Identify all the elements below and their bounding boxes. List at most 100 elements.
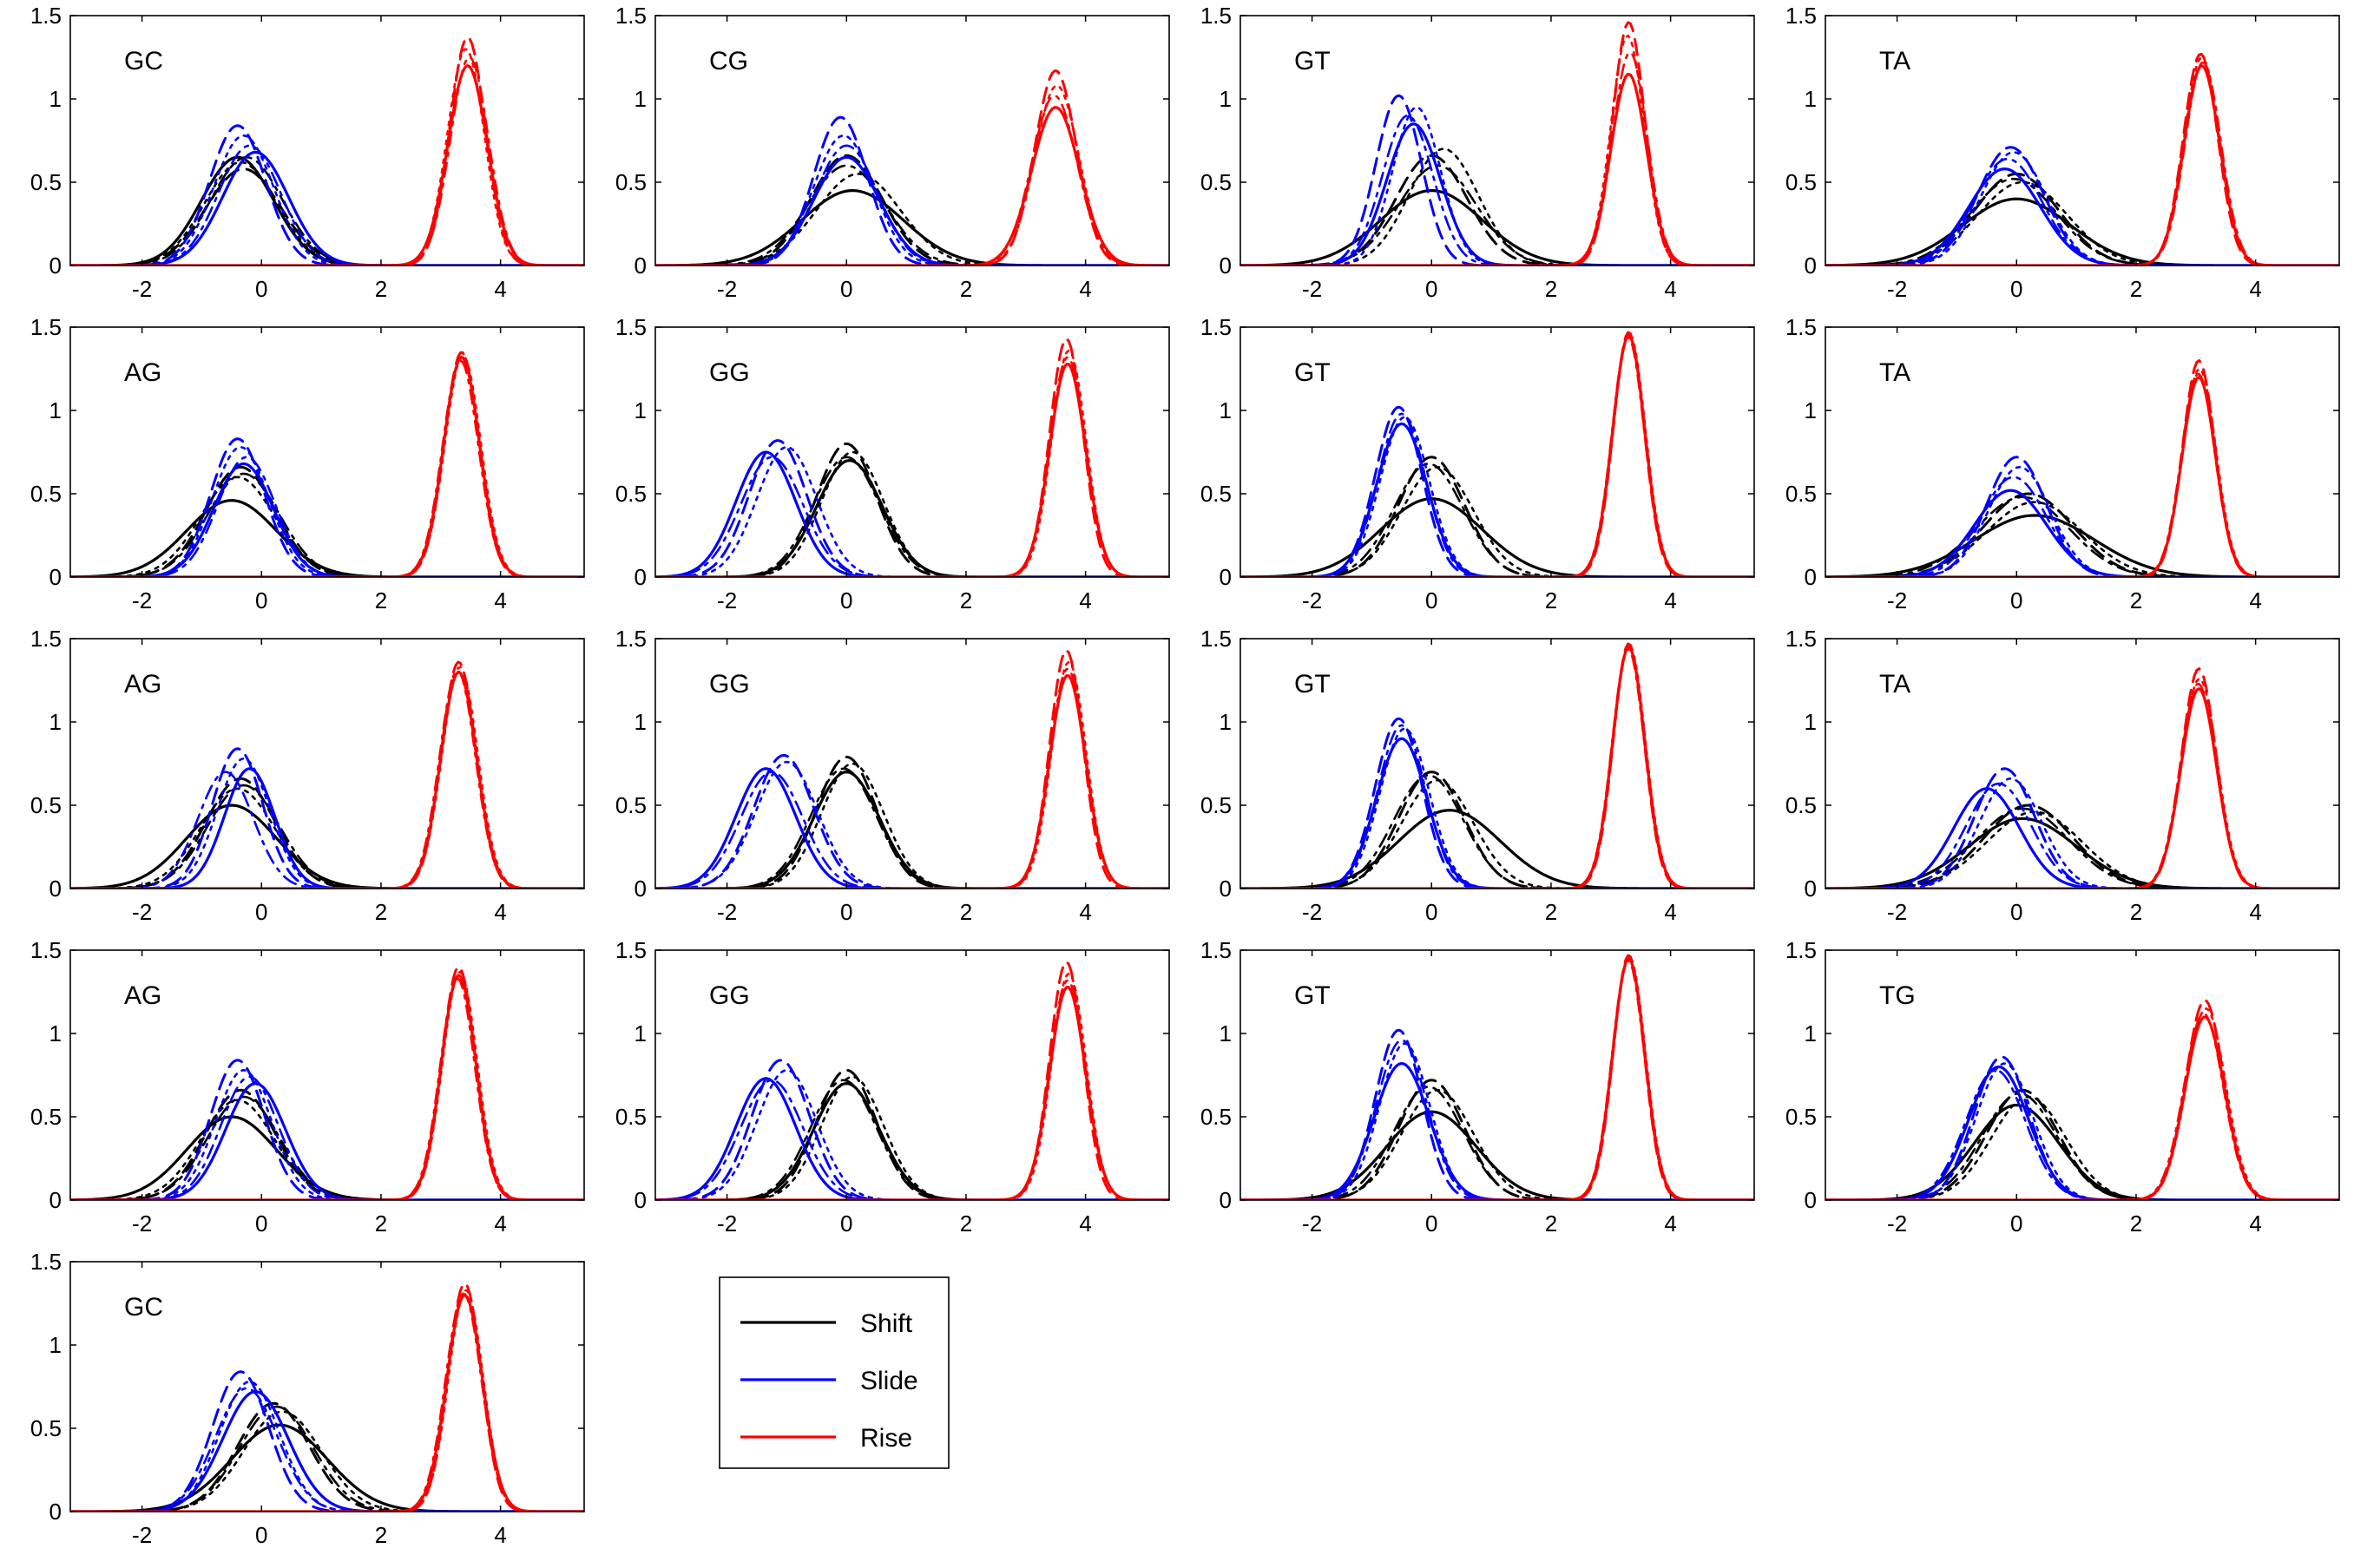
slide-curve-4 [1240,115,1754,266]
slide-curve-1 [1825,787,2339,889]
slide-curve-2 [1240,405,1754,577]
legend: Shift Slide Rise [719,1276,950,1469]
x-tick-label: 0 [840,899,852,925]
y-tick-label: 1.5 [1785,626,1817,652]
shift-curve-2 [1825,804,2339,889]
subplot-17: -2 0 2 4 0 0.5 1 1.5 GC [30,1249,585,1548]
legend-label-shift: Shift [860,1309,913,1338]
slide-curve-1 [70,150,584,266]
x-tick-label: 4 [1079,899,1091,925]
y-tick-label: 1 [1220,86,1232,112]
shift-curve-4 [70,155,584,266]
x-tick-label: 0 [840,587,852,613]
x-tick-label: 2 [375,899,387,925]
slide-curve-2 [70,437,584,577]
rise-curve-4 [1825,682,2339,889]
subplot-3: -2 0 2 4 0 0.5 1 1.5 GT [1200,3,1755,302]
shift-curve-3 [1240,148,1754,266]
slide-curve-4 [655,1079,1169,1200]
x-tick-label: -2 [132,899,152,925]
y-tick-label: 1.5 [30,626,62,652]
shift-curve-2 [70,167,584,266]
subplot-9: -2 0 2 4 0 0.5 1 1.5 AG [30,626,585,925]
rise-curve-3 [655,84,1169,266]
x-tick-label: -2 [1302,899,1322,925]
x-tick-label: 4 [1079,587,1091,613]
x-tick-label: 4 [494,1522,506,1548]
rise-curve-3 [1825,677,2339,889]
subplot-12: -2 0 2 4 0 0.5 1 1.5 TA [1785,626,2340,925]
x-tick-label: -2 [1887,1210,1907,1237]
x-tick-label: 2 [375,276,387,302]
rise-curve-1 [655,674,1169,889]
axes-box [69,949,585,1201]
shift-curve-1 [70,1423,584,1512]
x-tick-label: 2 [1545,1210,1557,1237]
y-tick-label: 1.5 [30,3,62,29]
x-tick-label: 2 [1545,587,1557,613]
subplot-title: GT [1294,358,1331,387]
slide-curve-4 [1240,724,1754,889]
rise-curve-2 [70,660,584,889]
axes-box [654,949,1170,1201]
y-tick-label: 1 [1220,397,1232,423]
y-tick-label: 0.5 [30,481,62,507]
x-tick-label: 0 [255,276,267,302]
slide-curve-2 [655,1059,1169,1200]
axes-box [69,1261,585,1512]
rise-curve-1 [1240,72,1754,266]
y-tick-label: 0.5 [30,169,62,195]
x-tick-label: 2 [375,1210,387,1237]
shift-curve-2 [1240,1079,1754,1200]
y-tick-label: 0.5 [1200,1104,1232,1130]
y-tick-label: 1 [635,709,647,735]
y-tick-label: 0 [49,1187,62,1213]
slide-curve-1 [70,1082,584,1200]
y-tick-label: 1.5 [1785,937,1817,963]
subplot-title: CG [709,47,748,75]
y-tick-label: 0 [635,564,647,590]
y-tick-label: 1 [49,1332,62,1358]
y-tick-label: 1.5 [615,3,647,29]
y-tick-label: 1.5 [1785,314,1817,340]
x-tick-label: 4 [2249,899,2261,925]
rise-curve-1 [655,363,1169,577]
shift-curve-1 [70,804,584,889]
rise-curve-4 [1240,959,1754,1200]
y-tick-label: 0.5 [1785,1104,1817,1130]
y-tick-label: 0.5 [1785,481,1817,507]
axes-box [1239,326,1755,578]
slide-curve-2 [1240,94,1754,266]
slide-curve-3 [70,757,584,889]
subplot-title: TA [1879,670,1910,699]
y-tick-label: 1 [1805,709,1817,735]
slide-curve-2 [70,1370,584,1512]
slide-curve-4 [70,1075,584,1200]
slide-curve-1 [70,767,584,889]
subplot-title: AG [124,670,161,699]
shift-curve-2 [1240,154,1754,266]
rise-curve-4 [70,1292,584,1512]
slide-curve-2 [1825,1055,2339,1200]
subplot-5: -2 0 2 4 0 0.5 1 1.5 AG [30,314,585,613]
shift-curve-4 [1240,1086,1754,1200]
subplot-2: -2 0 2 4 0 0.5 1 1.5 CG [615,3,1170,302]
shift-curve-4 [655,1079,1169,1200]
shift-curve-4 [1240,774,1754,889]
y-tick-label: 0 [49,876,62,902]
shift-curve-1 [70,155,584,266]
rise-curve-4 [70,669,584,889]
plot-area [1825,999,2339,1200]
y-tick-label: 0 [1805,1187,1817,1213]
slide-curve-4 [70,771,584,889]
shift-curve-4 [655,164,1169,266]
shift-curve-3 [70,787,584,889]
y-tick-label: 1 [49,1020,62,1046]
shift-curve-3 [1825,1095,2339,1200]
rise-curve-1 [655,986,1169,1200]
rise-curve-4 [1240,336,1754,577]
slide-curve-3 [70,1380,584,1512]
y-tick-label: 1 [49,709,62,735]
subplot-title: TG [1879,981,1916,1010]
